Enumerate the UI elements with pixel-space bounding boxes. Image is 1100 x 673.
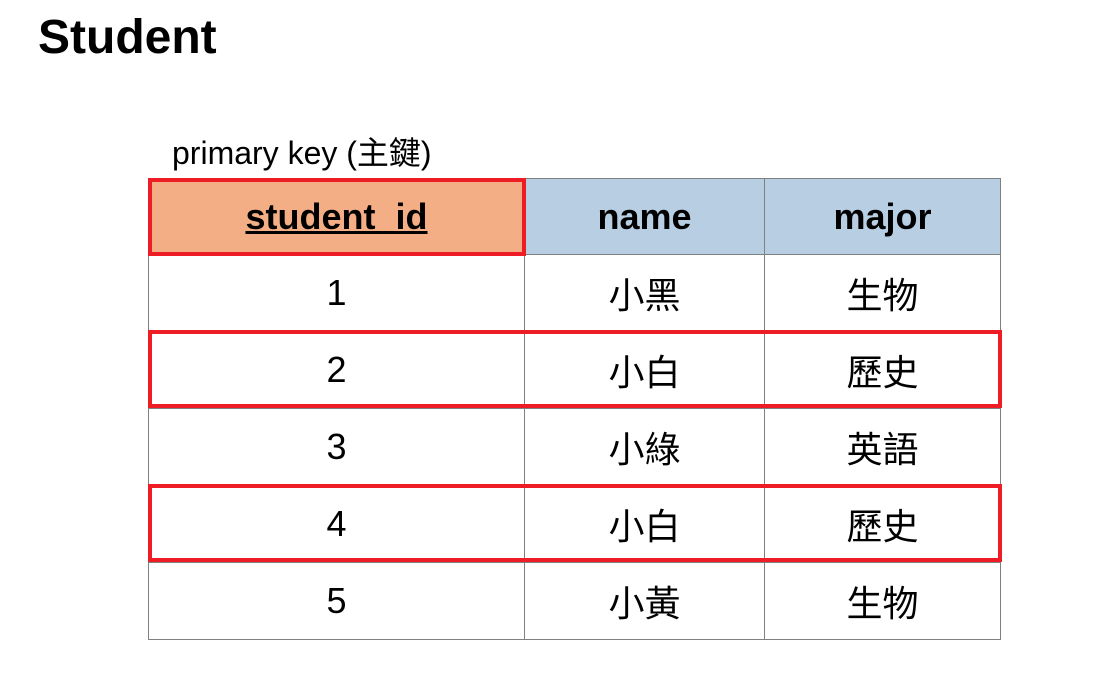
cell-student-id: 5 xyxy=(149,563,525,640)
cell-name: 小黃 xyxy=(525,563,765,640)
cell-major: 生物 xyxy=(765,563,1001,640)
primary-key-label: primary key (主鍵) xyxy=(172,128,432,174)
table-row: 4 小白 歷史 xyxy=(149,486,1001,563)
header-major: major xyxy=(765,179,1001,255)
table-row: 1 小黑 生物 xyxy=(149,255,1001,332)
header-label: name xyxy=(597,196,691,237)
cell-name: 小黑 xyxy=(525,255,765,332)
cell-name: 小白 xyxy=(525,486,765,563)
table-row: 5 小黃 生物 xyxy=(149,563,1001,640)
student-table: student_id name major 1 小黑 生物 2 小白 歷史 3 … xyxy=(148,178,1001,640)
cell-student-id: 2 xyxy=(149,332,525,409)
cell-student-id: 3 xyxy=(149,409,525,486)
header-label: student_id xyxy=(245,196,427,237)
header-name: name xyxy=(525,179,765,255)
table-row: 3 小綠 英語 xyxy=(149,409,1001,486)
cell-name: 小白 xyxy=(525,332,765,409)
cell-student-id: 1 xyxy=(149,255,525,332)
table-header-row: student_id name major xyxy=(149,179,1001,255)
cell-major: 歷史 xyxy=(765,332,1001,409)
table-row: 2 小白 歷史 xyxy=(149,332,1001,409)
cell-major: 生物 xyxy=(765,255,1001,332)
header-student-id: student_id xyxy=(149,179,525,255)
header-label: major xyxy=(833,196,931,237)
cell-major: 英語 xyxy=(765,409,1001,486)
cell-major: 歷史 xyxy=(765,486,1001,563)
cell-name: 小綠 xyxy=(525,409,765,486)
page-title: Student xyxy=(38,10,217,65)
cell-student-id: 4 xyxy=(149,486,525,563)
student-table-container: student_id name major 1 小黑 生物 2 小白 歷史 3 … xyxy=(148,178,1001,640)
